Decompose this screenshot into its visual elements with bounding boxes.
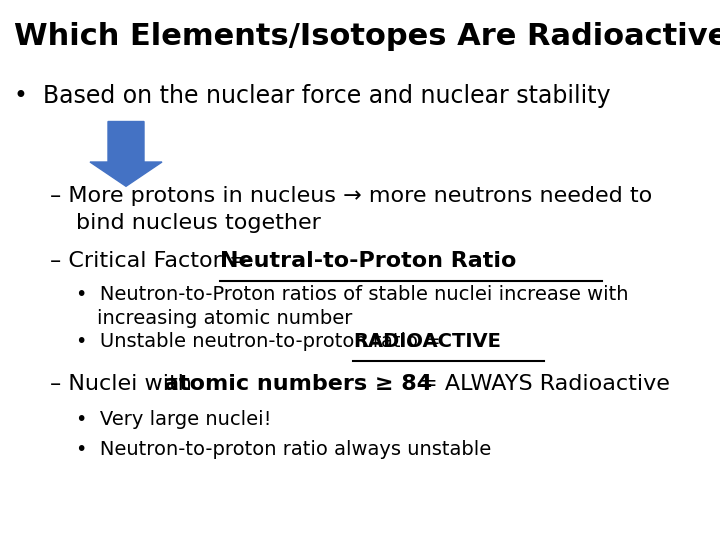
Text: •  Unstable neutron-to-proton ratio =: • Unstable neutron-to-proton ratio = (76, 332, 446, 351)
Text: Which Elements/Isotopes Are Radioactive?: Which Elements/Isotopes Are Radioactive? (14, 22, 720, 51)
Text: = ALWAYS Radioactive: = ALWAYS Radioactive (412, 374, 670, 394)
Text: – More protons in nucleus → more neutrons needed to: – More protons in nucleus → more neutron… (50, 186, 652, 206)
Text: •  Based on the nuclear force and nuclear stability: • Based on the nuclear force and nuclear… (14, 84, 611, 107)
Text: •  Neutron-to-Proton ratios of stable nuclei increase with: • Neutron-to-Proton ratios of stable nuc… (76, 285, 628, 304)
Text: increasing atomic number: increasing atomic number (97, 309, 353, 328)
Text: atomic numbers ≥ 84: atomic numbers ≥ 84 (164, 374, 432, 394)
Text: bind nucleus together: bind nucleus together (76, 213, 320, 233)
Text: RADIOACTIVE: RADIOACTIVE (353, 332, 500, 351)
Text: Neutral-to-Proton Ratio: Neutral-to-Proton Ratio (220, 251, 516, 271)
Text: – Nuclei with: – Nuclei with (50, 374, 199, 394)
Text: •  Very large nuclei!: • Very large nuclei! (76, 410, 271, 429)
Polygon shape (90, 122, 162, 186)
Text: •  Neutron-to-proton ratio always unstable: • Neutron-to-proton ratio always unstabl… (76, 440, 491, 459)
Text: – Critical Factor =: – Critical Factor = (50, 251, 255, 271)
